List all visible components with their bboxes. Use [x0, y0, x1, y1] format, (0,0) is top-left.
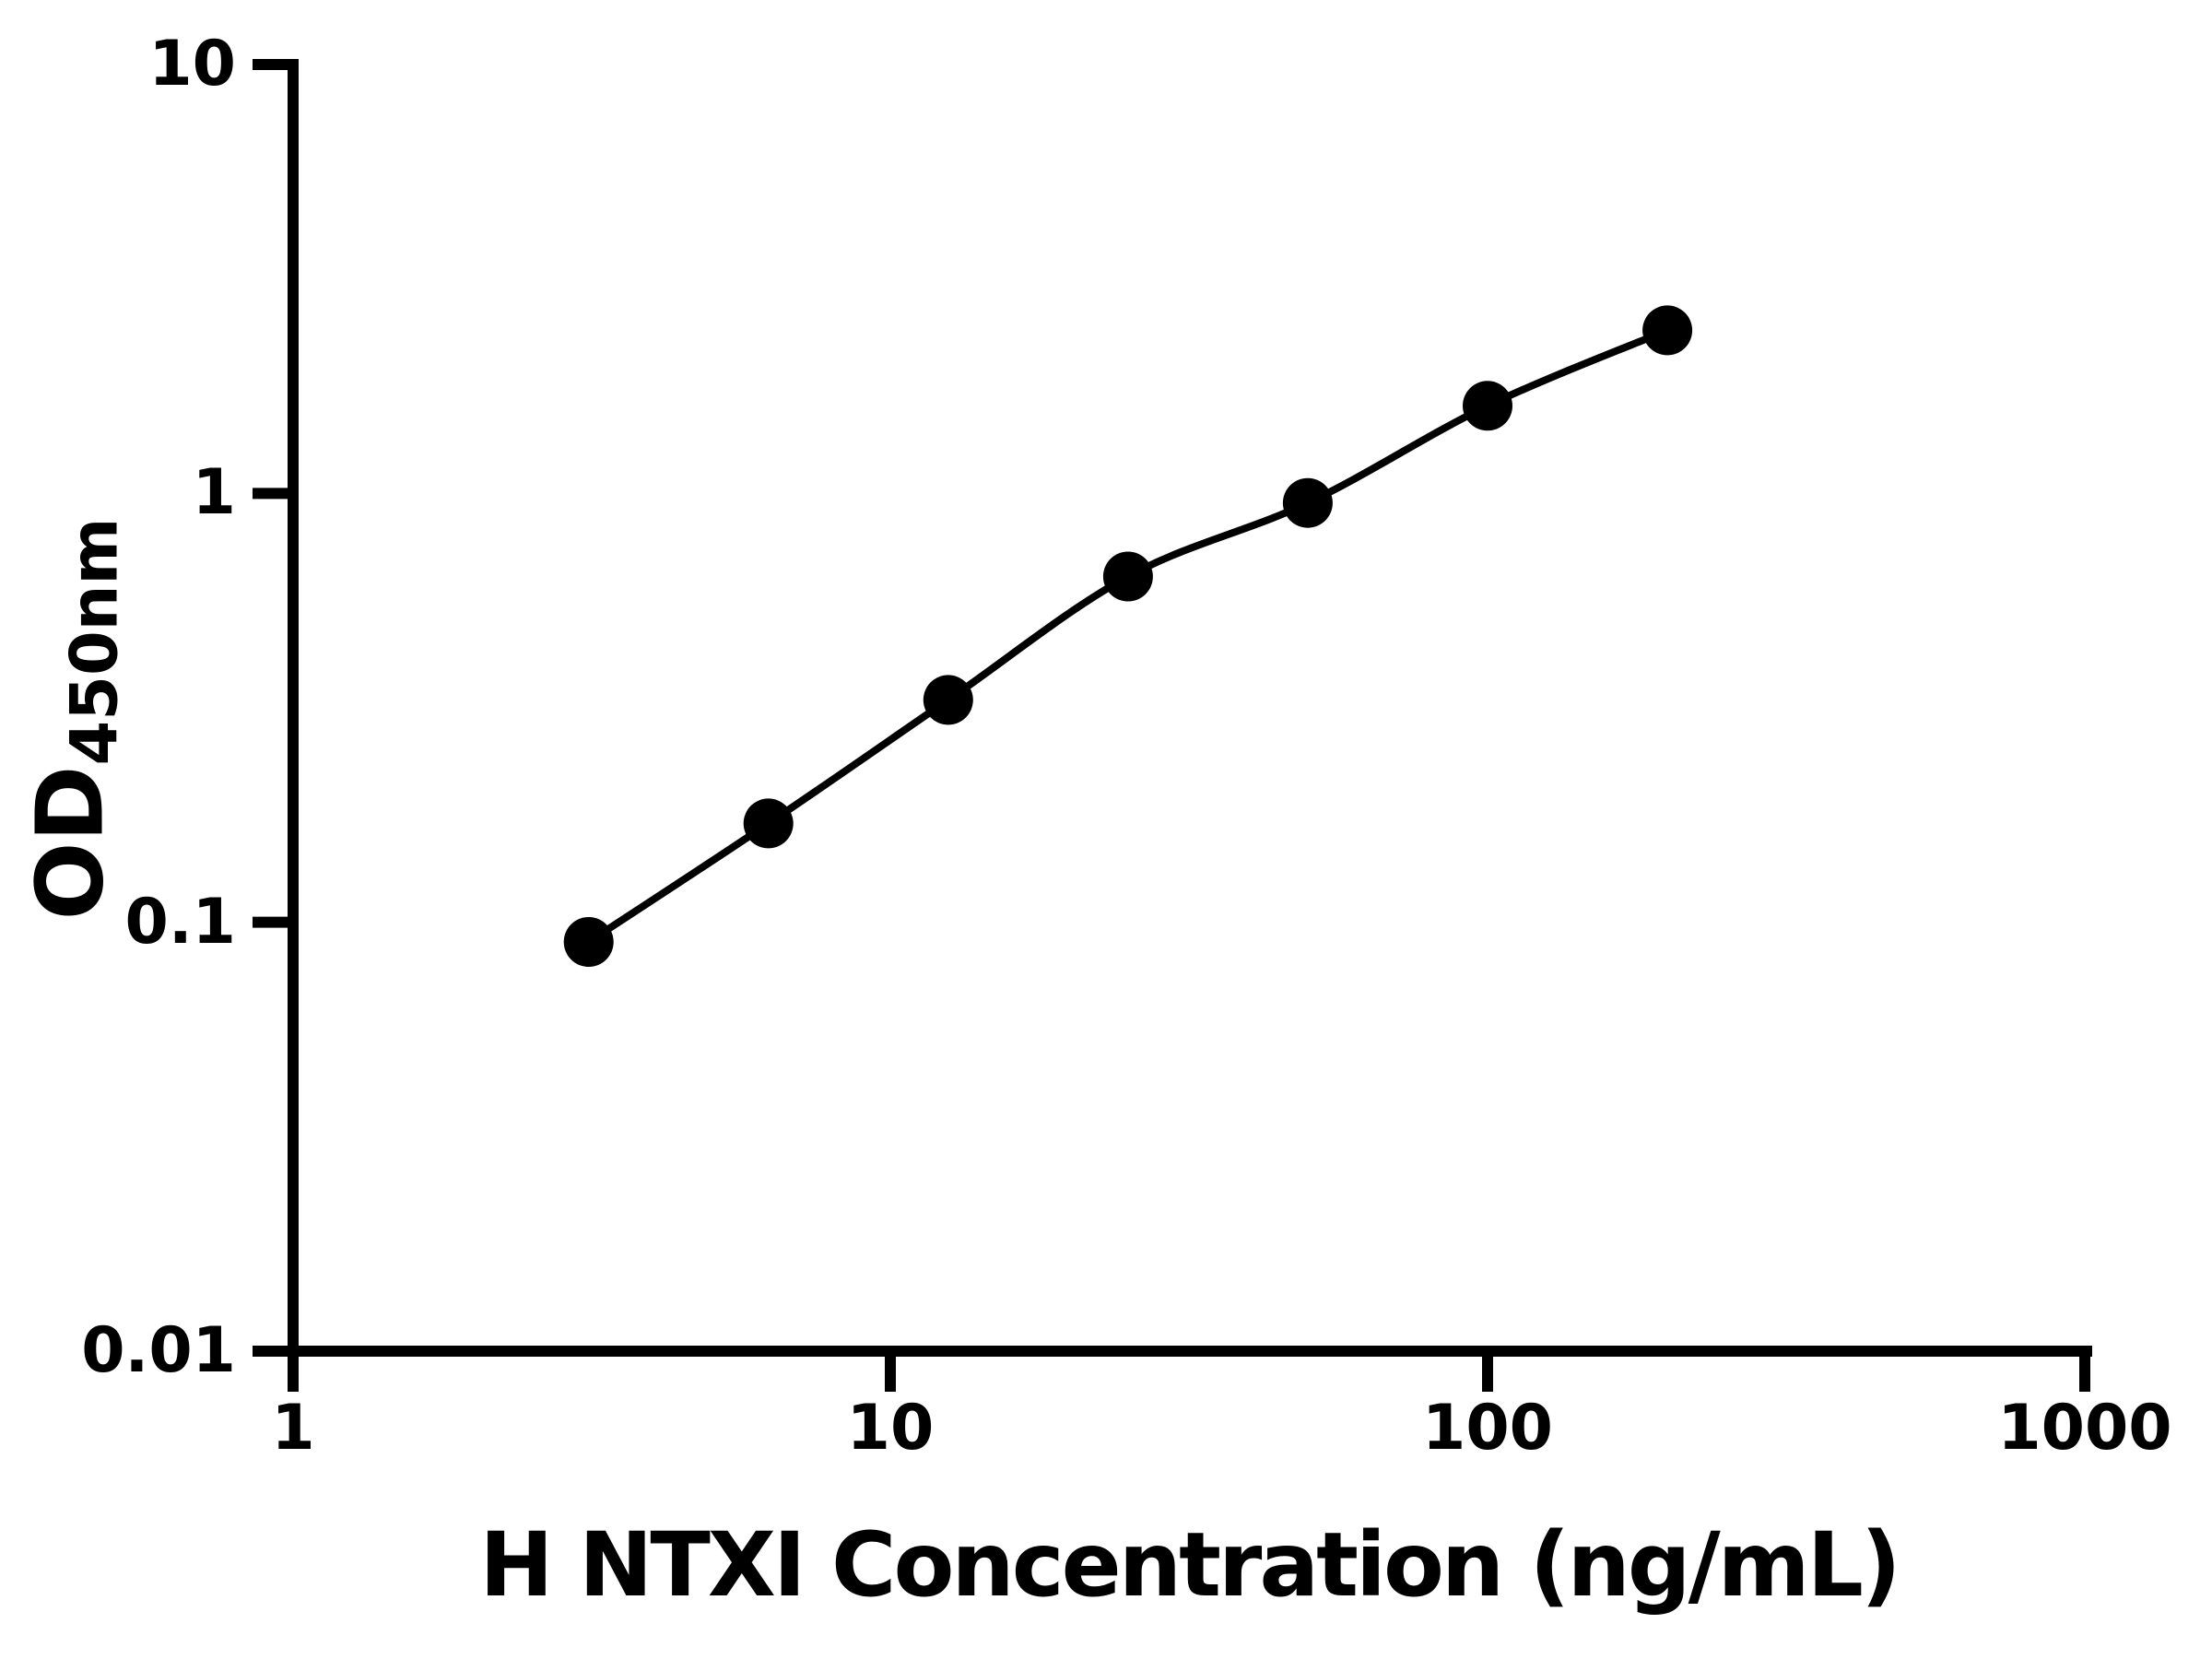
x-tick-label: 100 — [1422, 1392, 1553, 1465]
data-point — [1282, 477, 1333, 528]
data-point — [743, 798, 794, 849]
data-point — [563, 917, 614, 967]
y-axis-title-sub: 450nm — [56, 517, 133, 766]
x-tick-label: 1000 — [1997, 1392, 2172, 1465]
x-axis-title: H NTXI Concentration (ng/mL) — [479, 1513, 1900, 1617]
data-point — [923, 675, 973, 725]
x-tick-label: 1 — [271, 1392, 315, 1465]
y-axis-title-main: OD — [16, 765, 124, 921]
y-tick-label: 0.01 — [81, 1314, 236, 1387]
data-point — [1102, 551, 1153, 602]
data-point — [1642, 305, 1693, 356]
y-tick-label: 0.1 — [124, 885, 236, 959]
y-tick-label: 1 — [192, 456, 236, 530]
data-point — [1463, 381, 1512, 431]
y-tick-label: 10 — [148, 28, 236, 100]
x-tick-label: 10 — [846, 1392, 935, 1465]
y-axis-title: OD450nm — [17, 518, 133, 921]
